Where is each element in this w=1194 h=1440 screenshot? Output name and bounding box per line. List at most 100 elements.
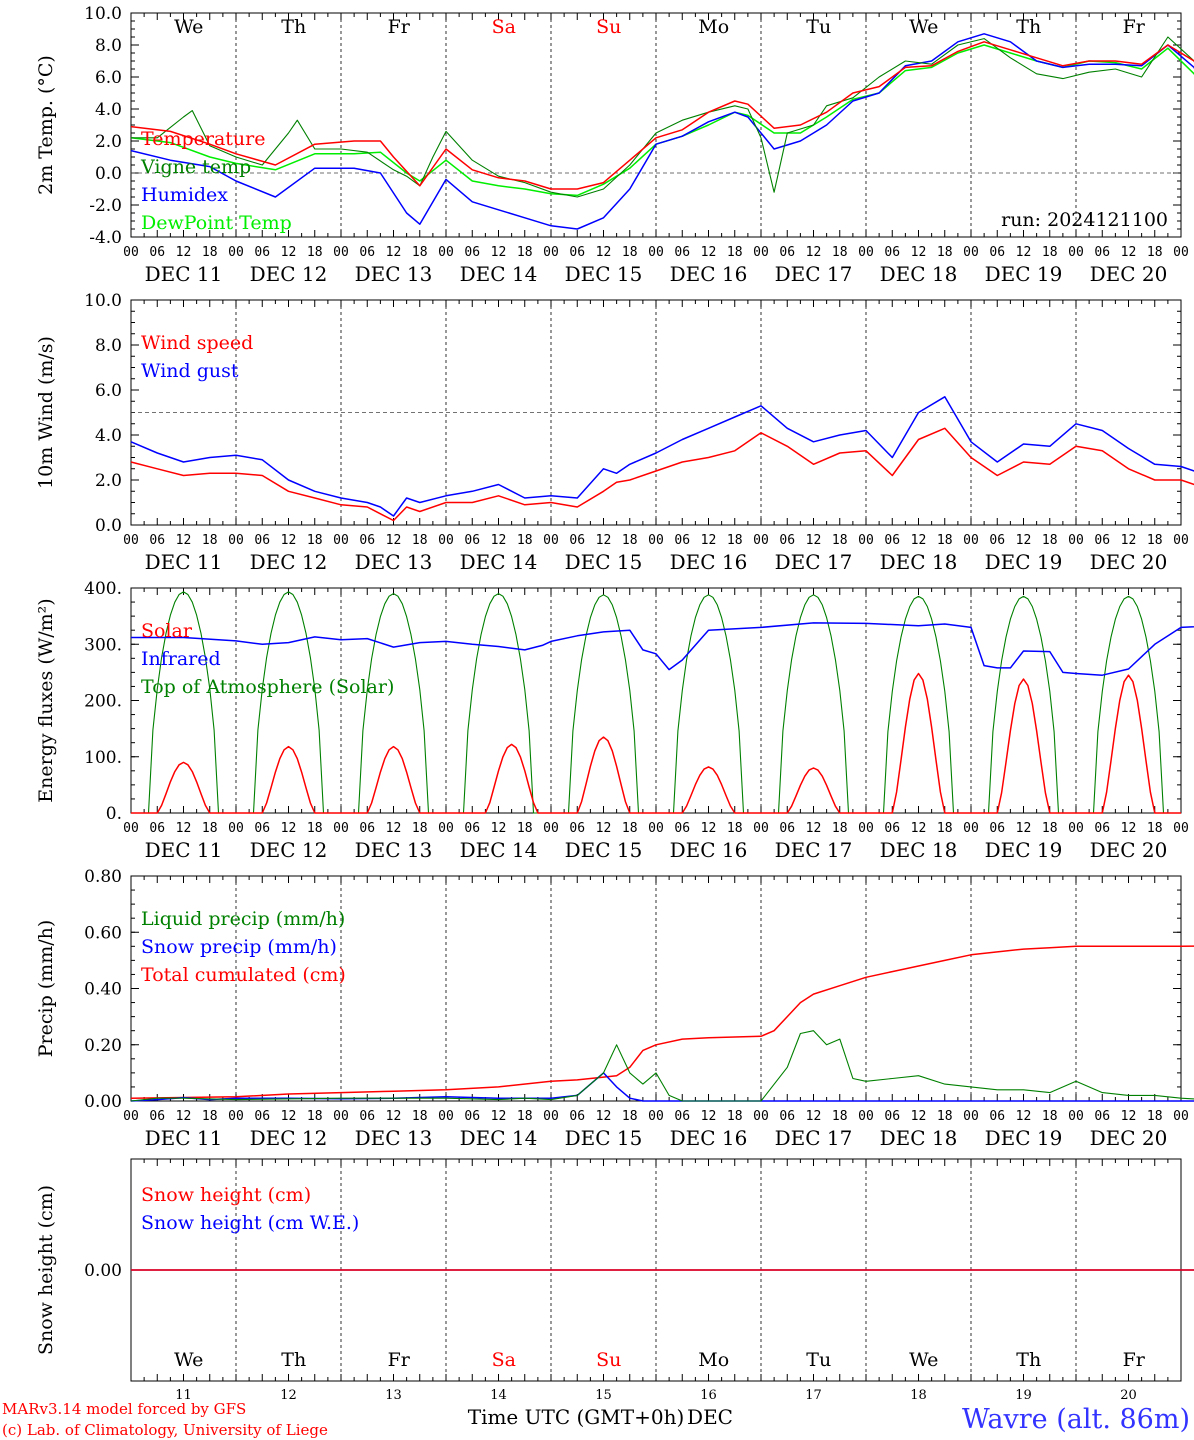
day-label: DEC 11 [145, 1126, 223, 1150]
hour-tick-label: 12 [596, 245, 612, 260]
day-label: DEC 17 [775, 1126, 853, 1150]
day-number-label: 11 [175, 1388, 192, 1403]
hour-tick-label: 00 [438, 821, 454, 836]
hour-tick-label: 12 [386, 1109, 402, 1124]
hour-tick-label: 00 [438, 245, 454, 260]
hour-tick-label: 06 [359, 1109, 375, 1124]
hour-tick-label: 06 [359, 821, 375, 836]
hour-tick-label: 18 [937, 533, 953, 548]
series-line [131, 622, 1194, 676]
weekday-label: Fr [1123, 1349, 1146, 1371]
hour-tick-label: 06 [989, 245, 1005, 260]
hour-tick-label: 06 [884, 821, 900, 836]
hour-tick-label: 06 [989, 1109, 1005, 1124]
hour-tick-label: 18 [727, 533, 743, 548]
day-label: DEC 18 [880, 1126, 958, 1150]
hour-tick-label: 12 [911, 1109, 927, 1124]
hour-tick-label: 12 [806, 821, 822, 836]
y-axis-label: Snow height (cm) [35, 1185, 57, 1355]
y-tick-label: 100. [84, 748, 122, 768]
hour-tick-label: 00 [1173, 533, 1189, 548]
hour-tick-label: 12 [491, 245, 507, 260]
hour-tick-label: 06 [1094, 245, 1110, 260]
series-line [131, 36, 1194, 198]
hour-tick-label: 18 [937, 1109, 953, 1124]
hour-tick-label: 18 [727, 821, 743, 836]
hour-tick-label: 18 [412, 821, 428, 836]
hour-tick-label: 12 [1016, 1109, 1032, 1124]
hour-tick-label: 12 [596, 1109, 612, 1124]
hour-tick-label: 12 [701, 1109, 717, 1124]
hour-tick-label: 00 [228, 1109, 244, 1124]
y-tick-label: 8.0 [95, 36, 122, 56]
day-label: DEC 18 [880, 838, 958, 862]
weekday-label: Th [1016, 16, 1041, 38]
hour-tick-label: 00 [1068, 1109, 1084, 1124]
weekday-label: Th [281, 1349, 306, 1371]
hour-tick-label: 12 [1016, 245, 1032, 260]
hour-tick-label: 12 [491, 533, 507, 548]
hour-tick-label: 06 [674, 533, 690, 548]
hour-tick-label: 18 [1042, 245, 1058, 260]
day-label: DEC 19 [985, 838, 1063, 862]
legend-entry: Snow height (cm) [141, 1184, 311, 1206]
hour-tick-label: 12 [701, 245, 717, 260]
hour-tick-label: 18 [202, 1109, 218, 1124]
hour-tick-label: 18 [412, 245, 428, 260]
hour-tick-label: 18 [1147, 821, 1163, 836]
series-line [130, 945, 1194, 1099]
day-number-label: 20 [1120, 1388, 1137, 1403]
day-label: DEC 16 [670, 838, 748, 862]
hour-tick-label: 00 [1173, 1109, 1189, 1124]
hour-tick-label: 12 [1121, 533, 1137, 548]
chart-panel-2: 0.0 2.0 4.0 6.0 8.0 10.0 10m Wind (m/s) 00 06 12 1… [35, 291, 1194, 574]
hour-tick-label: 00 [333, 821, 349, 836]
hour-tick-label: 12 [596, 821, 612, 836]
hour-tick-label: 12 [281, 533, 297, 548]
hour-tick-label: 00 [963, 821, 979, 836]
hour-tick-label: 18 [622, 533, 638, 548]
hour-tick-label: 12 [806, 533, 822, 548]
y-tick-label: 4.0 [95, 100, 122, 120]
day-label: DEC 16 [670, 550, 748, 574]
y-tick-label: 0.80 [84, 867, 122, 887]
legend-entry: Wind gust [141, 360, 239, 382]
hour-tick-label: 00 [648, 1109, 664, 1124]
hour-tick-label: 18 [517, 1109, 533, 1124]
weekday-label: Th [1016, 1349, 1041, 1371]
hour-tick-label: 06 [254, 533, 270, 548]
hour-tick-label: 06 [254, 245, 270, 260]
hour-tick-label: 00 [753, 1109, 769, 1124]
hour-tick-label: 18 [1042, 1109, 1058, 1124]
hour-tick-label: 12 [701, 533, 717, 548]
series-line [130, 1030, 1194, 1102]
y-tick-label: 300. [84, 635, 122, 655]
hour-tick-label: 12 [386, 821, 402, 836]
hour-tick-label: 18 [307, 1109, 323, 1124]
day-label: DEC 12 [250, 262, 328, 286]
y-tick-label: 10.0 [84, 4, 122, 24]
y-tick-label: 6.0 [95, 381, 122, 401]
hour-tick-label: 06 [989, 533, 1005, 548]
day-label: DEC 13 [355, 1126, 433, 1150]
hour-tick-label: 06 [674, 821, 690, 836]
day-number-label: 19 [1015, 1388, 1032, 1403]
y-axis-label: Energy fluxes (W/m²) [35, 598, 57, 802]
hour-tick-label: 18 [832, 533, 848, 548]
hour-tick-label: 12 [911, 533, 927, 548]
day-label: DEC 14 [460, 550, 538, 574]
hour-tick-label: 12 [176, 1109, 192, 1124]
hour-tick-label: 12 [281, 1109, 297, 1124]
day-label: DEC 16 [670, 1126, 748, 1150]
hour-tick-label: 00 [753, 245, 769, 260]
y-tick-label: 4.0 [95, 426, 122, 446]
hour-tick-label: 12 [386, 245, 402, 260]
hour-tick-label: 06 [569, 245, 585, 260]
hour-tick-label: 12 [491, 1109, 507, 1124]
day-label: DEC 13 [355, 838, 433, 862]
day-label: DEC 15 [565, 550, 643, 574]
hour-tick-label: 12 [1121, 245, 1137, 260]
station-label: Wavre (alt. 86m) [962, 1404, 1190, 1435]
hour-tick-label: 12 [806, 245, 822, 260]
